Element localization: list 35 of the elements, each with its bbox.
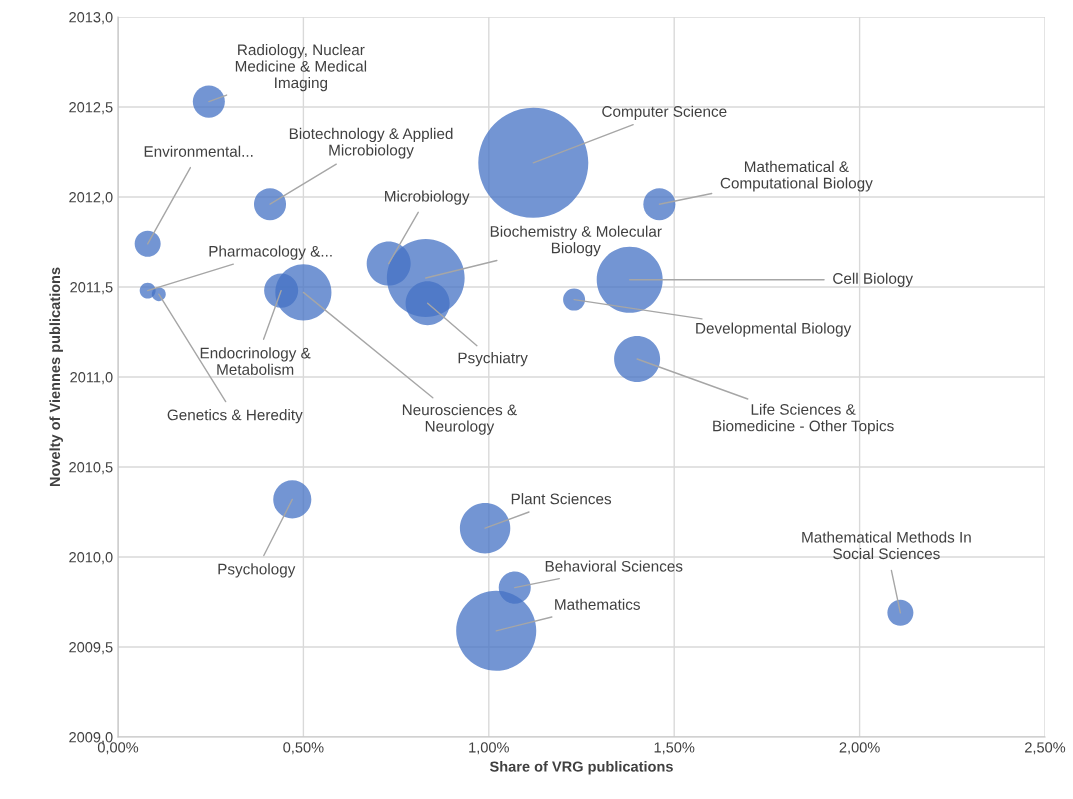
annotation: Psychiatry [458,352,528,367]
x-tick-label: 2,50% [1025,742,1066,755]
annotation: Endocrinology & Metabolism [200,347,311,375]
y-tick-label: 2010,5 [69,462,113,475]
annotation: Microbiology [385,190,470,205]
annotation: Mathematical Methods In Social Sciences [802,531,971,560]
annotation: Biotechnology & Applied Microbiology [289,127,453,159]
y-axis-title: Novelty of Viennes publications [49,267,63,487]
y-tick-label: 2010,0 [69,552,113,565]
annotation: Plant Sciences [511,493,612,505]
annotation: Developmental Biology [696,322,852,337]
y-tick-label: 2012,5 [69,102,113,115]
y-tick-label: 2009,5 [69,642,113,655]
annotation: Behavioral Sciences [545,560,683,572]
annotation: Psychology [218,563,296,578]
y-tick-label: 2011,5 [70,282,113,295]
y-tick-label: 2012,0 [69,192,113,205]
x-tick-label: 1,00% [469,742,509,755]
y-tick-label: 2011,0 [70,372,113,385]
annotation: Radiology, Nuclear Medicine & Medical Imaging [235,44,367,92]
x-tick-label: 2,00% [839,742,880,755]
annotation: Life Sciences & Biomedicine - Other Topics [713,403,894,435]
annotation: Mathematical & Computational Biology [720,160,873,192]
annotation: Cell Biology [833,272,914,287]
annotation: Mathematics [555,598,640,610]
annotation: Biochemistry & Molecular Biology [490,225,662,257]
annotation: Pharmacology &... [209,245,332,260]
x-tick-label: 0,50% [283,742,324,755]
x-tick-label: 1,50% [654,742,695,755]
annotation: Genetics & Heredity [167,409,303,424]
x-axis-title: Share of VRG publications [489,761,673,775]
annotation: Environmental... [144,145,253,157]
annotation: Neurosciences & Neurology [402,404,517,435]
annotation: Computer Science [602,105,727,120]
y-tick-label: 2013,0 [69,12,113,25]
